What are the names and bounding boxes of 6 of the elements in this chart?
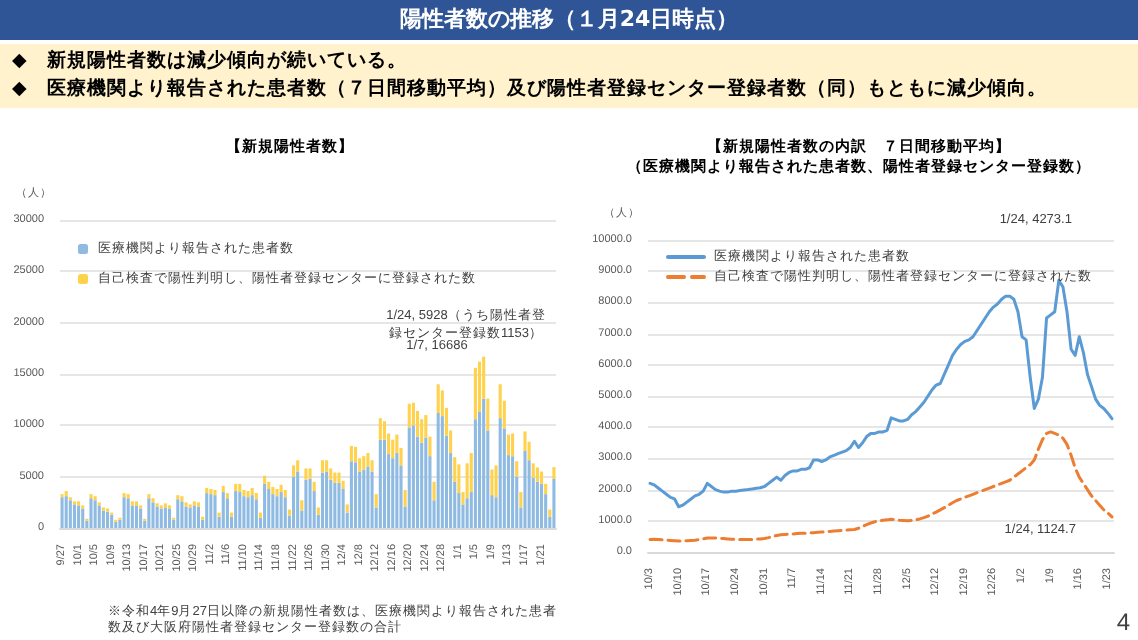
line-series (648, 279, 1114, 509)
text: 陽性者数の推移（１月24日時点） (0, 0, 1138, 40)
text: ◆ 新規陽性者数は減少傾向が続いている。 (12, 48, 409, 76)
line-series (648, 430, 1114, 543)
text: 4 (1116, 608, 1131, 636)
text: ◆ 医療機関より報告された患者数（７日間移動平均）及び陽性者登録センター登録者数（同）もともに減少傾向。 (12, 76, 1049, 104)
